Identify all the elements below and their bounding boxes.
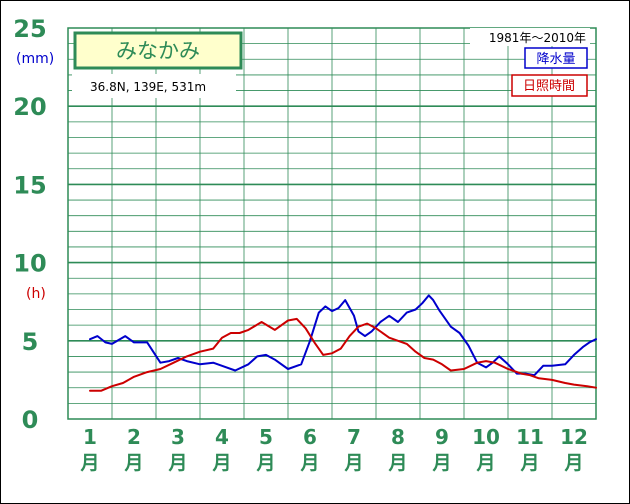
month-suffix-label: 月: [79, 452, 99, 474]
month-number-label: 12: [560, 425, 588, 449]
unit-label-mm: (mm): [16, 51, 54, 67]
month-suffix-label: 月: [387, 452, 407, 474]
month-suffix-label: 月: [123, 452, 143, 474]
month-suffix-label: 月: [299, 452, 319, 474]
month-suffix-label: 月: [343, 452, 363, 474]
month-number-label: 1: [83, 425, 97, 449]
unit-label-h: (h): [26, 286, 46, 302]
month-number-label: 8: [391, 425, 405, 449]
y-tick-label: 25: [13, 15, 46, 43]
month-number-label: 4: [215, 425, 229, 449]
month-suffix-label: 月: [431, 452, 451, 474]
month-suffix-label: 月: [255, 452, 275, 474]
y-tick-label: 20: [13, 93, 46, 121]
title-box: みなかみ: [73, 31, 243, 70]
y-tick-label: 5: [22, 328, 39, 356]
month-suffix-label: 月: [475, 452, 495, 474]
month-number-label: 11: [516, 425, 544, 449]
chart-subtitle: 36.8N, 139E, 531m: [90, 80, 206, 94]
month-number-label: 2: [127, 425, 141, 449]
y-tick-label: 10: [13, 250, 46, 278]
y-tick-labels: 0 5 10 15 20 25: [13, 15, 46, 434]
legend-sunshine: 日照時間: [511, 74, 588, 97]
month-number-label: 7: [347, 425, 361, 449]
sunshine-line: [89, 317, 597, 392]
chart-title: みなかみ: [116, 39, 200, 63]
month-number-label: 5: [259, 425, 273, 449]
series-lines: [89, 294, 597, 392]
legend-sunshine-label: 日照時間: [523, 79, 575, 94]
month-number-label: 10: [472, 425, 500, 449]
month-labels: 1 月 2 月 3 月 4 月 5 月 6 月 7 月 8 月 9 月 10 月 11 月 12 月: [79, 425, 587, 474]
period-label: 1981年〜2010年: [489, 31, 586, 45]
month-number-label: 9: [435, 425, 449, 449]
legend-precip: 降水量: [524, 47, 588, 69]
month-number-label: 3: [171, 425, 185, 449]
subtitle-bg: [72, 74, 236, 98]
month-suffix-label: 月: [211, 452, 231, 474]
legend-precip-label: 降水量: [536, 52, 575, 67]
period-bg: [470, 28, 590, 46]
month-suffix-label: 月: [167, 452, 187, 474]
month-suffix-label: 月: [563, 452, 583, 474]
month-number-label: 6: [303, 425, 317, 449]
y-tick-label: 15: [13, 171, 46, 199]
y-tick-label: 0: [22, 406, 39, 434]
month-suffix-label: 月: [519, 452, 539, 474]
